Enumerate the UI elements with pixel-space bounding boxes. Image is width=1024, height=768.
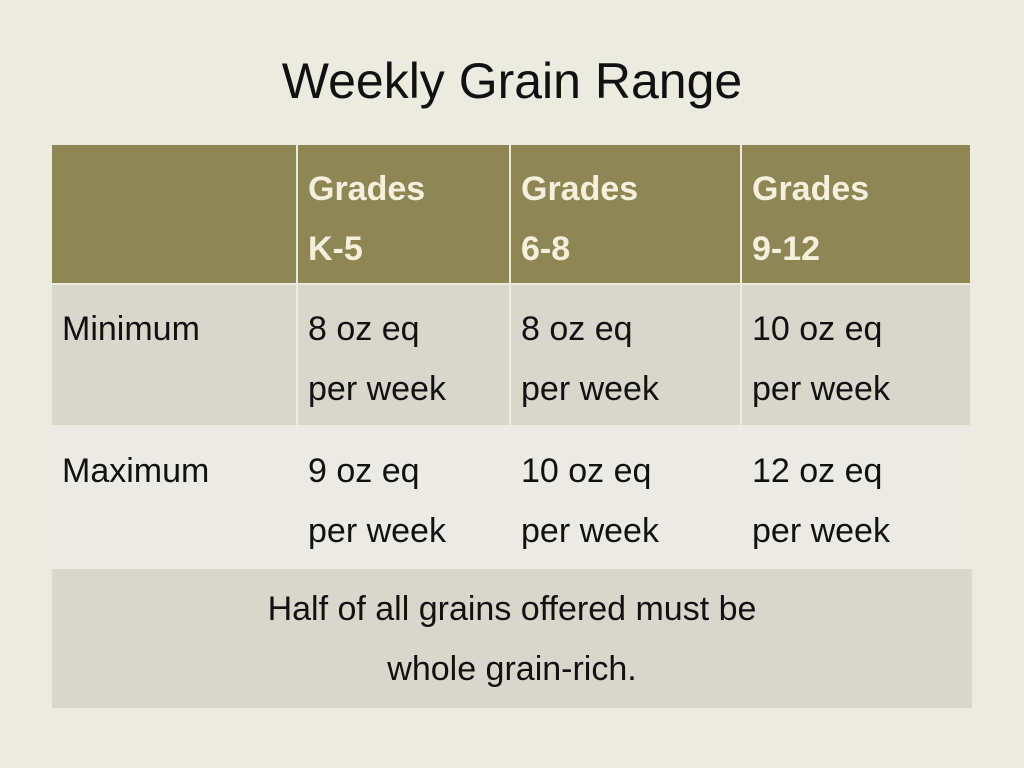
slide-title: Weekly Grain Range	[281, 53, 743, 109]
header-text: 9-12	[752, 230, 821, 268]
cell-text: per week	[308, 370, 446, 408]
header-text: Grades	[308, 170, 426, 208]
row-label-cell: Maximum	[52, 427, 296, 567]
row-label: Maximum	[62, 452, 210, 490]
header-cell: Grades 9-12	[742, 145, 970, 283]
header-text: K-5	[308, 230, 363, 268]
row-label-cell: Minimum	[52, 285, 296, 425]
row-label: Minimum	[62, 310, 200, 348]
cell-text: per week	[521, 512, 659, 550]
cell-text: 10 oz eq	[521, 452, 652, 490]
cell-text: per week	[752, 512, 890, 550]
footer-text: whole grain-rich.	[387, 650, 637, 688]
cell-text: 9 oz eq	[308, 452, 420, 490]
header-corner	[52, 145, 296, 283]
header-cell: Grades K-5	[298, 145, 509, 283]
cell-text: per week	[752, 370, 890, 408]
footer-text: Half of all grains offered must be	[267, 590, 757, 628]
cell-text: 12 oz eq	[752, 452, 883, 490]
data-cell: 8 oz eq per week	[298, 285, 509, 425]
cell-text: 8 oz eq	[308, 310, 420, 348]
cell-text: 10 oz eq	[752, 310, 883, 348]
data-cell: 9 oz eq per week	[298, 427, 509, 567]
data-cell: 10 oz eq per week	[511, 427, 740, 567]
data-cell: 8 oz eq per week	[511, 285, 740, 425]
footer-cell: Half of all grains offered must be whole …	[52, 569, 972, 708]
header-text: Grades	[521, 170, 639, 208]
data-cell: 12 oz eq per week	[742, 427, 970, 567]
cell-text: per week	[308, 512, 446, 550]
header-cell: Grades 6-8	[511, 145, 740, 283]
cell-text: 8 oz eq	[521, 310, 633, 348]
header-text: Grades	[752, 170, 870, 208]
cell-text: per week	[521, 370, 659, 408]
header-text: 6-8	[521, 230, 571, 268]
data-cell: 10 oz eq per week	[742, 285, 970, 425]
